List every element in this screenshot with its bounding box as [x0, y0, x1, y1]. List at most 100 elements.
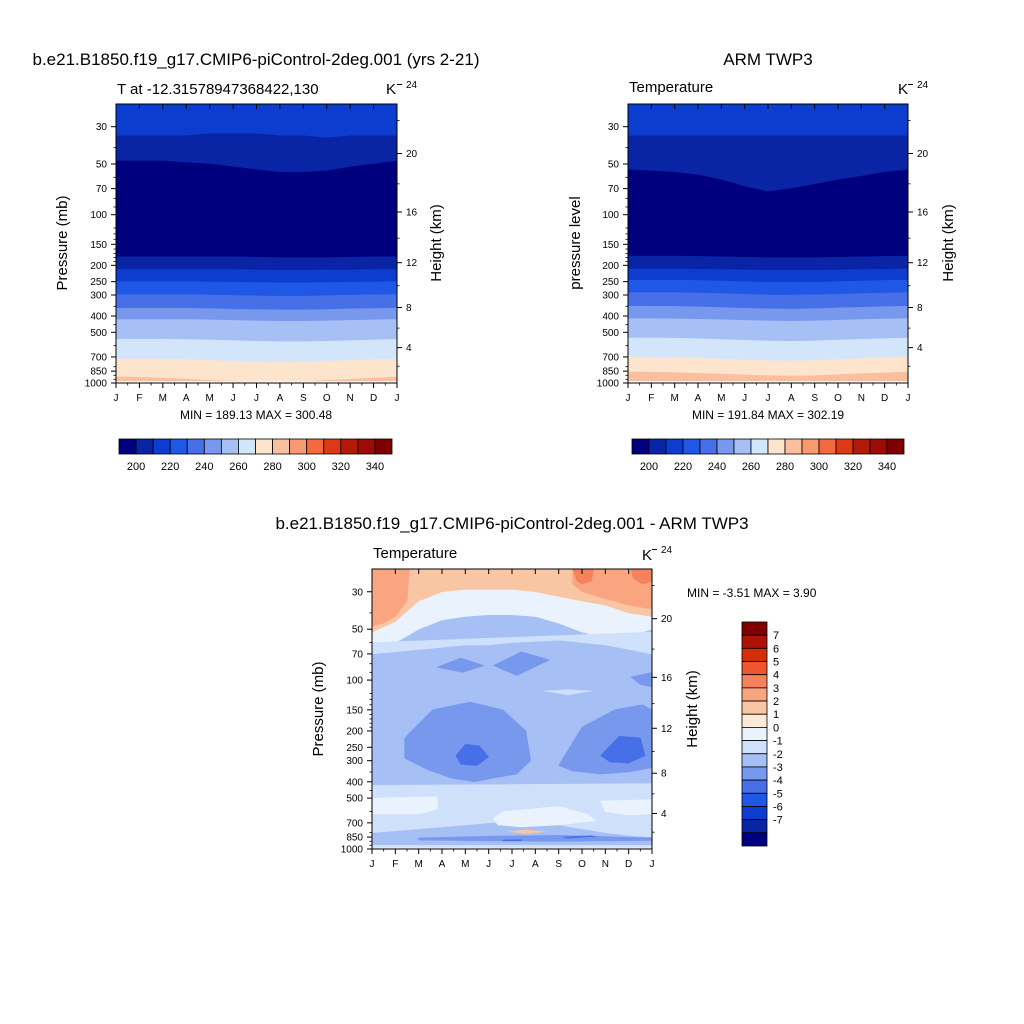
colorbar-box: [716, 438, 735, 455]
contour-region: [544, 689, 592, 695]
y-tick-label: 250: [90, 277, 107, 288]
colorbar-label: 5: [773, 657, 779, 669]
y-right-tick-label: 4: [661, 809, 667, 820]
x-tick-label: F: [648, 393, 654, 404]
colorbar-box: [357, 438, 376, 455]
colorbar: 200 220 240 260 280 300 320 340: [118, 438, 393, 473]
y-right-tick-label: 8: [917, 303, 923, 314]
y-tick-label: 300: [602, 290, 619, 301]
y-tick-label: 100: [346, 676, 363, 687]
y-tick-label: 700: [346, 818, 363, 829]
colorbar-box: [741, 779, 768, 794]
colorbar-label: 320: [844, 461, 862, 473]
colorbar-box: [152, 438, 171, 455]
colorbar-label: -7: [773, 815, 783, 827]
panel-title: ARM TWP3: [723, 50, 812, 69]
y-tick-label: 700: [602, 352, 619, 363]
y-right-tick-label: 24: [917, 80, 929, 91]
y-right-tick-label: 8: [406, 303, 412, 314]
plot-area: [116, 104, 397, 383]
x-tick-label: M: [717, 393, 725, 404]
x-tick-label: M: [461, 859, 469, 870]
y-axis-label: Pressure (mb): [54, 195, 71, 290]
colorbar-box: [682, 438, 701, 455]
colorbar-box: [741, 766, 768, 781]
colorbar-label: -6: [773, 801, 783, 813]
colorbar-box: [741, 740, 768, 755]
contour-region: [600, 799, 652, 816]
plot-area: [628, 104, 908, 383]
panel-obs: ARM TWP3 Temperature K J F M A M J J A S O N D J 30 50…: [567, 50, 957, 473]
y-tick-label: 50: [608, 160, 620, 171]
x-tick-label: J: [231, 393, 236, 404]
panel-model: b.e21.B1850.f19_g17.CMIP6-piControl-2deg…: [33, 50, 480, 473]
x-tick-label: J: [766, 393, 771, 404]
y-axis-label: Pressure (mb): [310, 661, 327, 756]
colorbar-box: [169, 438, 188, 455]
y-tick-label: 200: [90, 261, 107, 272]
x-tick-label: A: [788, 393, 795, 404]
colorbar-box: [340, 438, 359, 455]
colorbar-label: 260: [229, 461, 247, 473]
colorbar-box: [741, 753, 768, 768]
y-tick-label: 50: [96, 160, 108, 171]
panel-subtitle-right: K: [386, 81, 396, 98]
colorbar-box: [852, 438, 871, 455]
colorbar-box: [374, 438, 393, 455]
colorbar-label: 2: [773, 696, 779, 708]
plot-area: [372, 569, 652, 849]
y-right-tick-label: 8: [661, 769, 667, 780]
contour-region: [372, 569, 410, 627]
colorbar-box: [741, 647, 768, 662]
x-tick-label: S: [300, 393, 307, 404]
colorbar-box: [835, 438, 854, 455]
x-tick-label: J: [254, 393, 259, 404]
colorbar-label: 240: [708, 461, 726, 473]
panel-title: b.e21.B1850.f19_g17.CMIP6-piControl-2deg…: [33, 50, 480, 69]
colorbar-box: [869, 438, 888, 455]
colorbar-box: [741, 700, 768, 715]
contour-region: [630, 672, 652, 688]
panel-subtitle-left: T at -12.31578947368422,130: [117, 81, 319, 98]
y-tick-label: 50: [352, 625, 364, 636]
colorbar-label: 220: [161, 461, 179, 473]
y-tick-label: 200: [346, 726, 363, 737]
colorbar-label: 280: [776, 461, 794, 473]
colorbar-label: 300: [298, 461, 316, 473]
x-tick-label: D: [370, 393, 377, 404]
colorbar-box: [741, 713, 768, 728]
axes: J F M A M J J A S O N D J 30 50 70 100 150 200 250 300 400 500…: [85, 80, 418, 404]
colorbar-box: [767, 438, 786, 455]
colorbar-label: 4: [773, 670, 779, 682]
y-tick-label: 70: [352, 649, 364, 660]
x-tick-label: A: [183, 393, 190, 404]
colorbar-label: 200: [640, 461, 658, 473]
contour-band: [116, 104, 397, 139]
colorbar-box: [306, 438, 325, 455]
stats-text: MIN = 189.13 MAX = 300.48: [180, 408, 332, 422]
panel-subtitle-right: K: [642, 547, 652, 564]
x-tick-label: O: [323, 393, 331, 404]
colorbar-box: [272, 438, 291, 455]
y-tick-label: 500: [90, 328, 107, 339]
x-tick-label: M: [205, 393, 213, 404]
colorbar-label: -4: [773, 775, 783, 787]
x-tick-label: S: [811, 393, 818, 404]
y-axis-label-right: Height (km): [684, 670, 701, 748]
y-tick-label: 1000: [597, 379, 620, 390]
y-tick-label: 150: [90, 240, 107, 251]
colorbar-label: 1: [773, 709, 779, 721]
y-tick-label: 500: [602, 328, 619, 339]
x-tick-label: A: [439, 859, 446, 870]
y-right-tick-label: 12: [406, 258, 418, 269]
colorbar-box: [741, 621, 768, 636]
colorbar-box: [135, 438, 154, 455]
colorbar-box: [323, 438, 342, 455]
panel-title: b.e21.B1850.f19_g17.CMIP6-piControl-2deg…: [275, 514, 748, 533]
contour-region: [572, 569, 594, 585]
y-right-tick-label: 12: [917, 258, 929, 269]
y-tick-label: 500: [346, 794, 363, 805]
colorbar-box: [784, 438, 803, 455]
x-tick-label: S: [555, 859, 562, 870]
